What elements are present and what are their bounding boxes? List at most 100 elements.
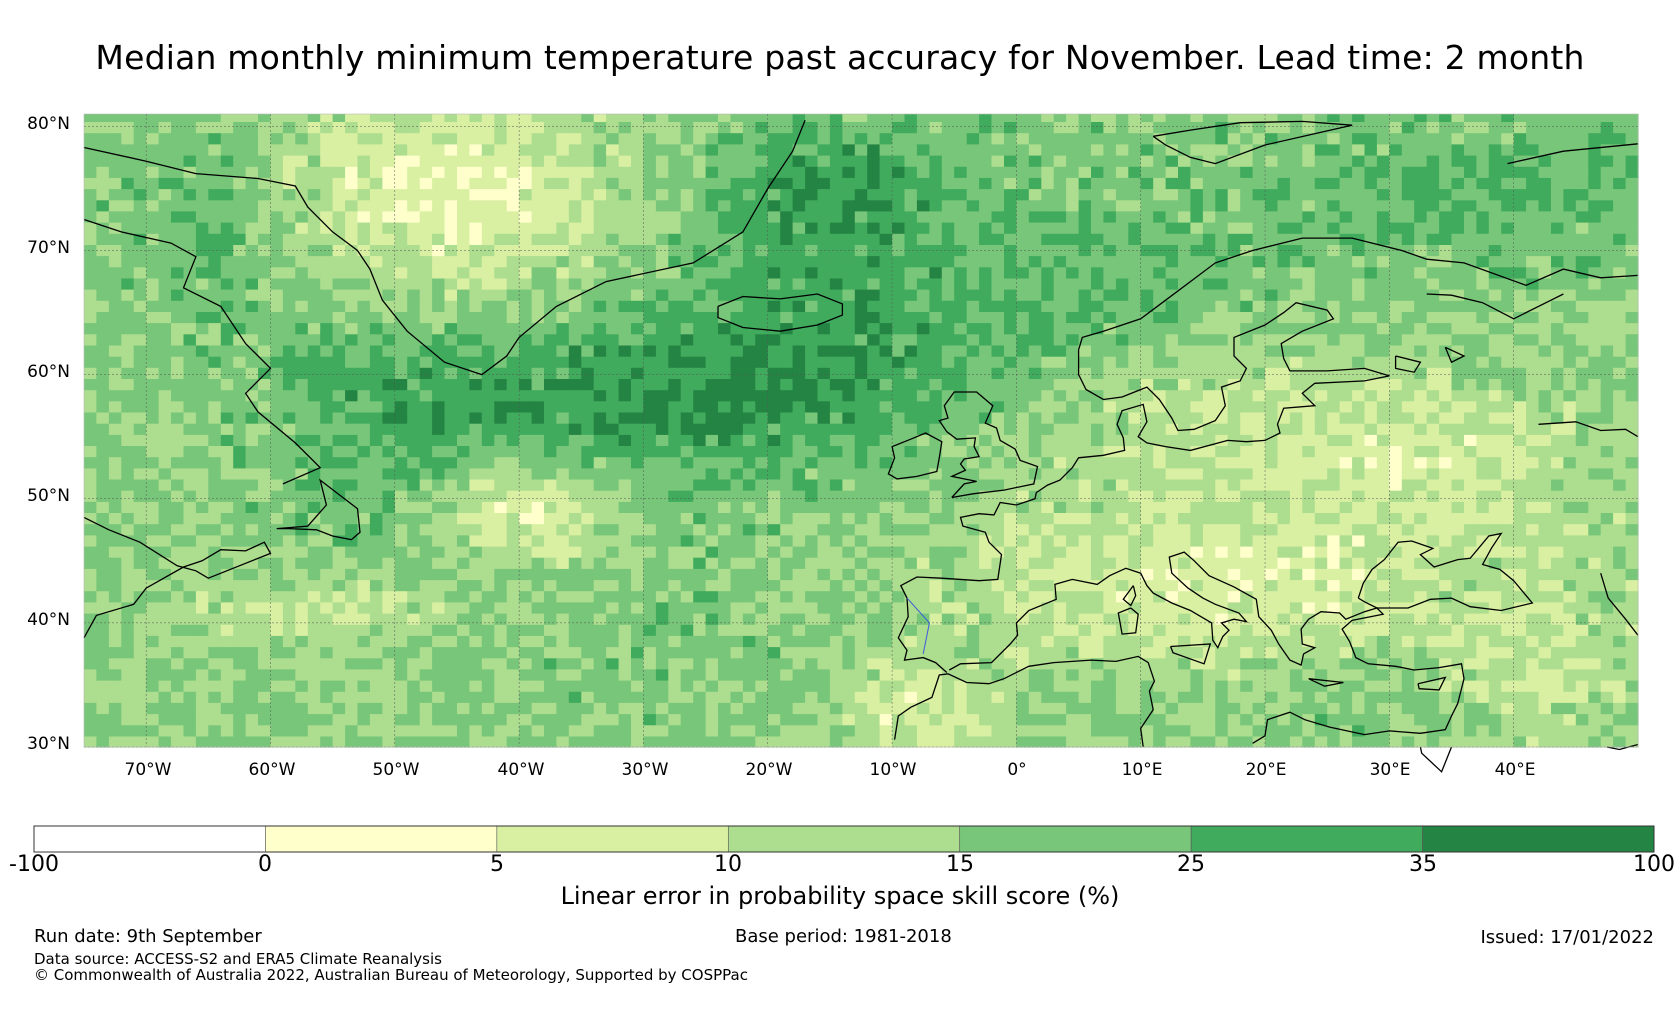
skill-cell [705,680,719,692]
skill-cell [1066,114,1080,122]
skill-cell [84,188,97,201]
skill-cell [568,613,582,625]
skill-cell [618,657,632,670]
skill-cell [1041,389,1055,402]
skill-cell [979,289,993,301]
skill-cell [270,177,284,190]
skill-cell [742,501,756,513]
skill-cell [1016,222,1030,234]
skill-cell [581,378,595,391]
skill-cell [382,311,396,324]
skill-cell [904,177,918,190]
skill-cell [295,601,309,614]
skill-cell [1053,657,1067,670]
skill-cell [817,613,831,625]
skill-cell [108,400,122,413]
skill-cell [817,423,831,435]
skill-cell [295,389,309,402]
skill-cell [817,356,831,368]
skill-cell [382,166,396,178]
skill-cell [892,467,906,480]
skill-cell [481,311,495,324]
skill-cell [606,411,620,424]
skill-cell [171,557,184,569]
skill-cell [1041,199,1055,212]
skill-cell [817,114,831,122]
skill-cell [345,523,359,536]
skill-cell [1153,166,1167,178]
skill-cell [755,512,769,525]
skill-cell [357,199,371,212]
skill-cell [680,691,694,703]
skill-cell [593,255,607,268]
skill-cell [357,121,371,134]
skill-cell [282,344,296,357]
skill-cell [133,177,147,190]
skill-cell [556,490,570,502]
skill-cell [171,177,184,190]
skill-cell [133,624,147,636]
skill-cell [258,311,271,324]
skill-cell [96,691,110,703]
skill-cell [693,132,707,145]
skill-cell [481,635,495,648]
skill-cell [146,579,160,592]
skill-cell [1016,501,1030,513]
skill-cell [581,255,595,268]
skill-cell [979,277,993,290]
skill-cell [382,467,396,480]
skill-cell [407,199,421,212]
skill-cell [195,613,209,625]
skill-cell [705,378,719,391]
skill-cell [96,389,110,402]
skill-cell [842,467,856,480]
skill-cell [357,467,371,480]
skill-cell [755,255,769,268]
skill-cell [979,114,993,122]
skill-cell [581,389,595,402]
skill-cell [233,601,247,614]
skill-cell [568,378,582,391]
skill-cell [991,367,1005,379]
skill-cell [966,188,980,201]
skill-cell [680,114,694,122]
skill-cell [96,199,110,212]
skill-cell [979,724,993,737]
skill-cell [1140,222,1154,234]
skill-cell [730,389,744,402]
skill-cell [892,222,906,234]
skill-cell [556,132,570,145]
skill-cell [208,501,222,513]
skill-cell [568,490,582,502]
skill-cell [369,356,383,368]
skill-cell [382,411,396,424]
skill-cell [941,155,955,167]
skill-cell [432,311,446,324]
skill-cell [705,233,719,245]
skill-cell [680,121,694,134]
skill-cell [742,702,756,715]
skill-cell [867,478,881,491]
skill-cell [1115,613,1129,625]
skill-cell [195,132,209,145]
skill-cell [742,300,756,312]
skill-cell [581,222,595,234]
skill-cell [158,680,172,692]
skill-cell [668,210,682,223]
skill-cell [892,601,906,614]
skill-cell [792,657,806,670]
skill-cell [556,423,570,435]
skill-cell [755,389,769,402]
skill-cell [258,277,271,290]
skill-cell [171,735,184,748]
skill-cell [941,434,955,446]
skill-cell [394,333,408,346]
skill-cell [631,356,644,368]
skill-cell [96,244,110,257]
skill-cell [556,601,570,614]
skill-cell [258,668,271,681]
skill-cell [171,344,184,357]
skill-cell [879,311,893,324]
skill-cell [954,702,968,715]
skill-cell [854,389,868,402]
